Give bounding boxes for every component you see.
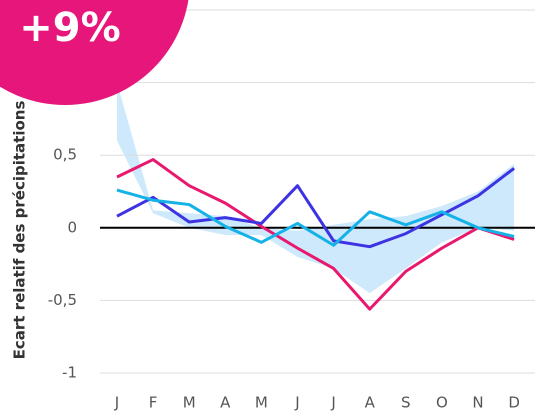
series-line: [116, 167, 516, 249]
x-tick-label: A: [365, 394, 376, 412]
y-axis-label: Ecart relatif des précipitations: [11, 101, 29, 360]
y-tick-label: 0: [67, 218, 77, 236]
x-tick-label: D: [508, 394, 520, 412]
y-tick-label: 0,5: [53, 146, 77, 164]
badge: [0, 0, 189, 105]
x-tick-label: J: [114, 394, 119, 412]
x-tick-label: J: [294, 394, 299, 412]
series-line: [116, 188, 515, 247]
x-tick-label: F: [149, 394, 158, 412]
x-tick-label: N: [472, 394, 483, 412]
x-tick-label: A: [220, 394, 231, 412]
x-tick-label: M: [183, 394, 196, 412]
series-line: [116, 158, 515, 311]
y-tick-label: -0,5: [48, 291, 77, 309]
x-tick-label: M: [255, 394, 268, 412]
badge-text: +9%: [19, 5, 120, 51]
range-band: [117, 82, 515, 294]
x-tick-label: J: [330, 394, 335, 412]
x-tick-label: S: [401, 394, 411, 412]
y-tick-label: -1: [62, 364, 77, 382]
x-tick-label: O: [436, 394, 448, 412]
